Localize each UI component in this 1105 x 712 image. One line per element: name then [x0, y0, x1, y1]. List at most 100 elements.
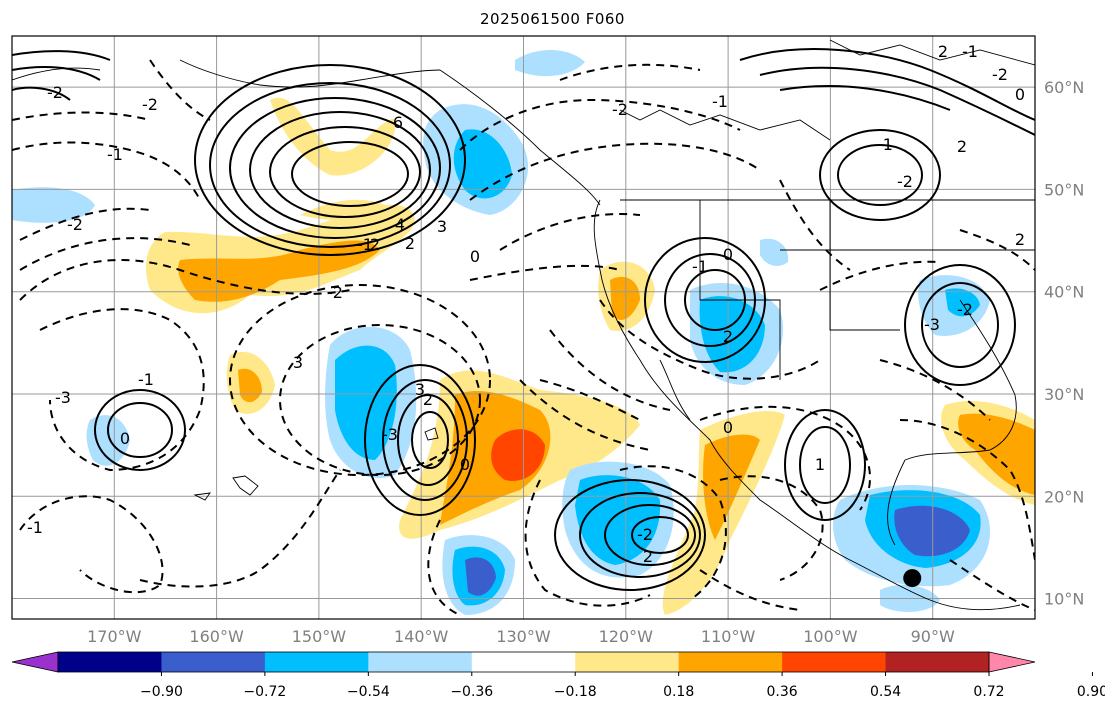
- contour-value-label: 1: [815, 455, 825, 474]
- contour-value-label: -3: [382, 425, 398, 444]
- contour-value-label: 2: [370, 235, 380, 254]
- contour-value-label: 0: [460, 455, 470, 474]
- contour-value-label: 6: [393, 113, 403, 132]
- negative-anomaly-region: [86, 415, 130, 466]
- contour-labels: -2-2-1-264 322-1-20-232-303-1022-201-1-2-…: [27, 42, 1025, 566]
- positive-contours: [12, 48, 1035, 591]
- negative-contours: [12, 59, 1035, 616]
- colorbar-swatch: [782, 652, 887, 672]
- contour-value-label: 2: [643, 547, 653, 566]
- colorbar-swatch: [575, 652, 680, 672]
- colorbar-tick-label: 0.54: [870, 684, 901, 700]
- positive-anomaly-region: [958, 413, 1035, 495]
- contour-value-label: -1: [107, 145, 123, 164]
- colorbar-outline: [57, 651, 990, 673]
- colorbar-swatch: [161, 652, 266, 672]
- contour-value-label: -2: [957, 300, 973, 319]
- colorbar-swatch: [471, 652, 576, 672]
- colorbar-swatch: [368, 652, 473, 672]
- contour-value-label: -2: [897, 172, 913, 191]
- positive-anomaly-region: [610, 276, 640, 320]
- colorbar-swatch: [58, 652, 162, 672]
- longitude-label: 90°W: [911, 627, 955, 646]
- map-frame: [11, 35, 1036, 620]
- contour-value-label: 3: [415, 380, 425, 399]
- latitude-label: 10°N: [1044, 590, 1084, 609]
- latitude-label: 60°N: [1044, 78, 1084, 97]
- positive-anomaly-region: [491, 429, 545, 481]
- colorbar-tick-label: 0.90: [1077, 684, 1105, 700]
- contour-value-label: 0: [723, 245, 733, 264]
- colorbar-tick-label: −0.54: [347, 684, 390, 700]
- contour-value-label: -2: [142, 95, 158, 114]
- latitude-label: 40°N: [1044, 283, 1084, 302]
- contour-value-label: 2: [423, 390, 433, 409]
- graticule: [12, 36, 1035, 619]
- colorbar-swatch: [678, 652, 783, 672]
- negative-anomaly-region: [575, 475, 661, 565]
- map-title: 2025061500 F060: [480, 10, 625, 28]
- colorbar-swatch: [885, 652, 990, 672]
- latitude-labels: 60°N 50°N 40°N 30°N 20°N 10°N: [1044, 78, 1084, 608]
- latitude-label: 20°N: [1044, 487, 1084, 506]
- colorbar-tick-label: 0.72: [973, 684, 1004, 700]
- contour-value-label: -2: [67, 215, 83, 234]
- negative-anomaly-region: [515, 50, 585, 77]
- colorbar-swatch: [264, 652, 369, 672]
- longitude-label: 100°W: [803, 627, 858, 646]
- contour-value-label: 3: [293, 353, 303, 372]
- negative-anomaly-region: [945, 288, 980, 317]
- longitude-label: 170°W: [87, 627, 142, 646]
- positive-anomaly-region: [703, 434, 760, 540]
- longitude-label: 110°W: [701, 627, 756, 646]
- contour-value-label: 4: [395, 215, 405, 234]
- contour-value-label: -1: [27, 518, 43, 537]
- contour-value-label: -1: [357, 235, 373, 254]
- longitude-label: 160°W: [189, 627, 244, 646]
- contour-value-label: -1: [712, 92, 728, 111]
- contour-value-label: 0: [723, 418, 733, 437]
- longitude-label: 120°W: [599, 627, 654, 646]
- contour-value-label: -2: [612, 100, 628, 119]
- latitude-label: 50°N: [1044, 180, 1084, 199]
- contour-value-label: 2: [723, 327, 733, 346]
- negative-anomaly-region: [894, 505, 970, 557]
- colorbar-tick-label: −0.18: [554, 684, 597, 700]
- longitude-label: 150°W: [292, 627, 347, 646]
- contour-value-label: -1: [692, 257, 708, 276]
- contour-value-label: -3: [55, 388, 71, 407]
- colorbar-tick-label: 0.18: [663, 684, 694, 700]
- colorbar-tick-label: −0.90: [140, 684, 183, 700]
- colorbar: −0.90 −0.72 −0.54 −0.36 −0.18 0.18 0.36 0.54 0.7…: [11, 651, 1105, 700]
- contour-value-label: -2: [47, 83, 63, 102]
- negative-anomaly-region: [760, 238, 789, 266]
- contour-value-label: 2: [957, 137, 967, 156]
- anomaly-shading: [12, 50, 1035, 615]
- contour-value-label: 0: [120, 429, 130, 448]
- contour-value-label: -3: [924, 315, 940, 334]
- colorbar-tick-label: 0.36: [767, 684, 798, 700]
- longitude-label: 140°W: [394, 627, 449, 646]
- colorbar-tick-label: −0.72: [243, 684, 286, 700]
- location-marker: [903, 569, 922, 588]
- colorbar-extend-low: [11, 651, 59, 673]
- colorbar-tick-label: −0.36: [450, 684, 493, 700]
- contour-value-label: 2: [1015, 230, 1025, 249]
- negative-anomaly-region: [335, 345, 397, 460]
- contour-value-label: 2: [405, 234, 415, 253]
- contour-value-label: -2: [327, 283, 343, 302]
- longitude-labels: 170°W 160°W 150°W 140°W 130°W 120°W 110°W 100°W…: [87, 627, 955, 646]
- negative-anomaly-region: [699, 296, 765, 373]
- contour-value-label: -1: [877, 135, 893, 154]
- contour-value-label: -2: [637, 525, 653, 544]
- contour-value-label: 0: [1015, 85, 1025, 104]
- contour-value-label: 3: [437, 217, 447, 236]
- longitude-label: 130°W: [496, 627, 551, 646]
- colorbar-extend-high: [988, 651, 1036, 673]
- contour-value-label: -1: [962, 42, 978, 61]
- negative-anomaly-region: [12, 187, 95, 223]
- contour-value-label: 0: [470, 247, 480, 266]
- contour-value-label: 2: [938, 42, 948, 61]
- contour-value-label: -2: [992, 65, 1008, 84]
